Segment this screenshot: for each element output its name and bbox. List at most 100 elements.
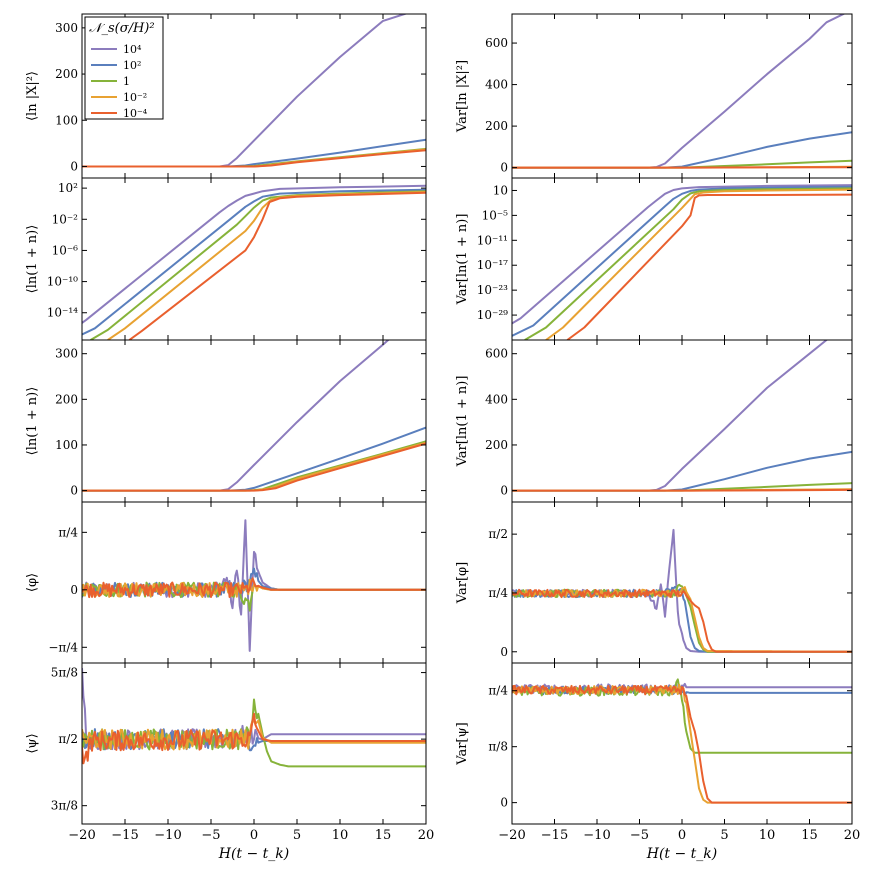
series-line <box>512 585 852 653</box>
x-axis-label: H(t − t_k) <box>218 846 290 862</box>
series-line <box>82 149 426 168</box>
panel-p6: 0 200 400 600 Var[ln(1 + n)] <box>455 339 853 503</box>
series-line <box>82 577 426 599</box>
y-axis-label: ⟨ln(1 + n)⟩ <box>25 225 40 294</box>
panel-p2: 0 200 400 600 Var[ln |X|²] <box>455 13 853 179</box>
series-line <box>82 184 426 324</box>
y-tick-label: 10⁻¹¹ <box>477 233 508 247</box>
axes-frame <box>81 339 427 503</box>
series-line <box>107 191 426 340</box>
x-tick-label: 10 <box>759 828 776 843</box>
axes-frame <box>511 501 853 664</box>
series-line <box>512 588 852 653</box>
y-axis-label: ⟨ψ⟩ <box>25 733 40 753</box>
legend-title: 𝒩_s(σ/H)² <box>89 21 155 36</box>
series-line <box>82 188 426 336</box>
y-axis-label: ⟨ln(1 + n)⟩ <box>25 387 40 456</box>
series-line <box>524 187 852 340</box>
panel-p9: −20 −15 −10 −5 0 5 10 15 20 5π/8 π/2 3π/8 ⟨ψ⟩ <box>25 662 435 843</box>
x-tick-label: 10 <box>332 828 349 843</box>
series-line <box>512 586 852 653</box>
x-tick-label: −20 <box>498 828 525 843</box>
y-tick-label: −π/4 <box>48 640 78 654</box>
y-axis-label: Var[ln |X|²] <box>455 60 470 133</box>
series-line <box>512 184 852 325</box>
y-tick-label: π/4 <box>488 586 508 600</box>
series-line <box>512 14 846 169</box>
x-axis-label: H(t − t_k) <box>646 846 718 862</box>
x-tick-label: 5 <box>720 828 728 843</box>
x-tick-label: −5 <box>201 828 220 843</box>
y-tick-label: 100 <box>55 438 78 452</box>
y-tick-label: 400 <box>485 392 508 406</box>
y-tick-label: 10 <box>493 183 508 197</box>
y-tick-label: 10⁻² <box>52 212 79 226</box>
panel-p5: 0 100 200 300 ⟨ln(1 + n)⟩ <box>25 339 427 503</box>
series-line <box>82 442 426 492</box>
legend-entry: 10⁻² <box>123 91 147 104</box>
panel-p10: −20 −15 −10 −5 0 5 10 15 20 π/4 π/8 0 Var[ψ] <box>455 662 861 843</box>
y-axis-label: ⟨φ⟩ <box>25 573 40 592</box>
y-tick-label: 10⁻¹⁴ <box>47 306 78 320</box>
y-tick-label: 5π/8 <box>51 666 78 680</box>
y-tick-label: π/8 <box>488 740 508 754</box>
y-tick-label: 200 <box>485 119 508 133</box>
x-tick-label: −15 <box>541 828 568 843</box>
panel-p7: π/4 0 −π/4 ⟨φ⟩ <box>25 501 427 664</box>
y-tick-label: π/4 <box>488 684 508 698</box>
series-line <box>128 191 426 340</box>
series-line <box>82 441 426 492</box>
panel-p3: 10² 10⁻² 10⁻⁶ 10⁻¹⁰ 10⁻¹⁴ ⟨ln(1 + n)⟩ <box>25 177 427 341</box>
y-tick-label: 10⁻²³ <box>477 283 508 297</box>
y-axis-label: Var[ψ] <box>455 722 470 766</box>
legend-entry: 1 <box>123 75 130 88</box>
y-tick-label: 10⁻²⁹ <box>477 308 508 322</box>
axes-frame <box>511 13 853 179</box>
y-tick-label: 0 <box>500 161 508 175</box>
y-tick-label: 0 <box>70 159 78 173</box>
y-tick-label: 200 <box>485 438 508 452</box>
y-tick-label: 0 <box>70 484 78 498</box>
x-tick-label: −20 <box>68 828 95 843</box>
y-tick-label: π/2 <box>58 732 78 746</box>
y-tick-label: 10⁻¹⁰ <box>47 275 78 289</box>
series-line <box>545 188 852 340</box>
series-line <box>512 684 852 804</box>
y-tick-label: π/2 <box>488 527 508 541</box>
y-tick-label: 10⁻⁵ <box>482 208 509 222</box>
series-line <box>512 185 852 337</box>
x-tick-label: 15 <box>801 828 818 843</box>
series-line <box>82 712 426 765</box>
x-tick-label: 5 <box>293 828 301 843</box>
y-tick-label: 10² <box>58 181 78 195</box>
y-tick-label: 100 <box>55 113 78 127</box>
x-tick-label: 20 <box>844 828 861 843</box>
x-tick-label: −10 <box>583 828 610 843</box>
axes-frame <box>511 339 853 503</box>
y-axis-label: Var[φ] <box>455 562 470 604</box>
legend-entry: 10⁻⁴ <box>123 107 148 120</box>
series-line <box>512 488 852 492</box>
y-tick-label: 0 <box>70 583 78 597</box>
y-tick-label: 600 <box>485 36 508 50</box>
panel-p8: π/2 π/4 0 Var[φ] <box>455 501 853 664</box>
y-tick-label: 0 <box>500 484 508 498</box>
y-tick-label: 300 <box>55 347 78 361</box>
legend-box <box>84 16 164 120</box>
y-tick-label: 600 <box>485 347 508 361</box>
y-tick-label: π/4 <box>58 525 78 539</box>
y-tick-label: 3π/8 <box>51 799 78 813</box>
series-line <box>566 193 852 340</box>
axes-frame <box>511 177 853 341</box>
y-tick-label: 200 <box>55 392 78 406</box>
legend: 𝒩_s(σ/H)² 10⁴ 10² 1 10⁻² 10⁻⁴ <box>84 16 164 120</box>
y-tick-label: 10⁻¹⁷ <box>477 258 508 272</box>
x-tick-label: 0 <box>678 828 686 843</box>
x-tick-label: 0 <box>250 828 258 843</box>
series-line <box>512 340 829 492</box>
x-tick-label: 20 <box>418 828 435 843</box>
y-tick-label: 200 <box>55 67 78 81</box>
y-axis-label: Var[ln(1 + n)] <box>455 214 470 306</box>
x-tick-label: −10 <box>154 828 181 843</box>
